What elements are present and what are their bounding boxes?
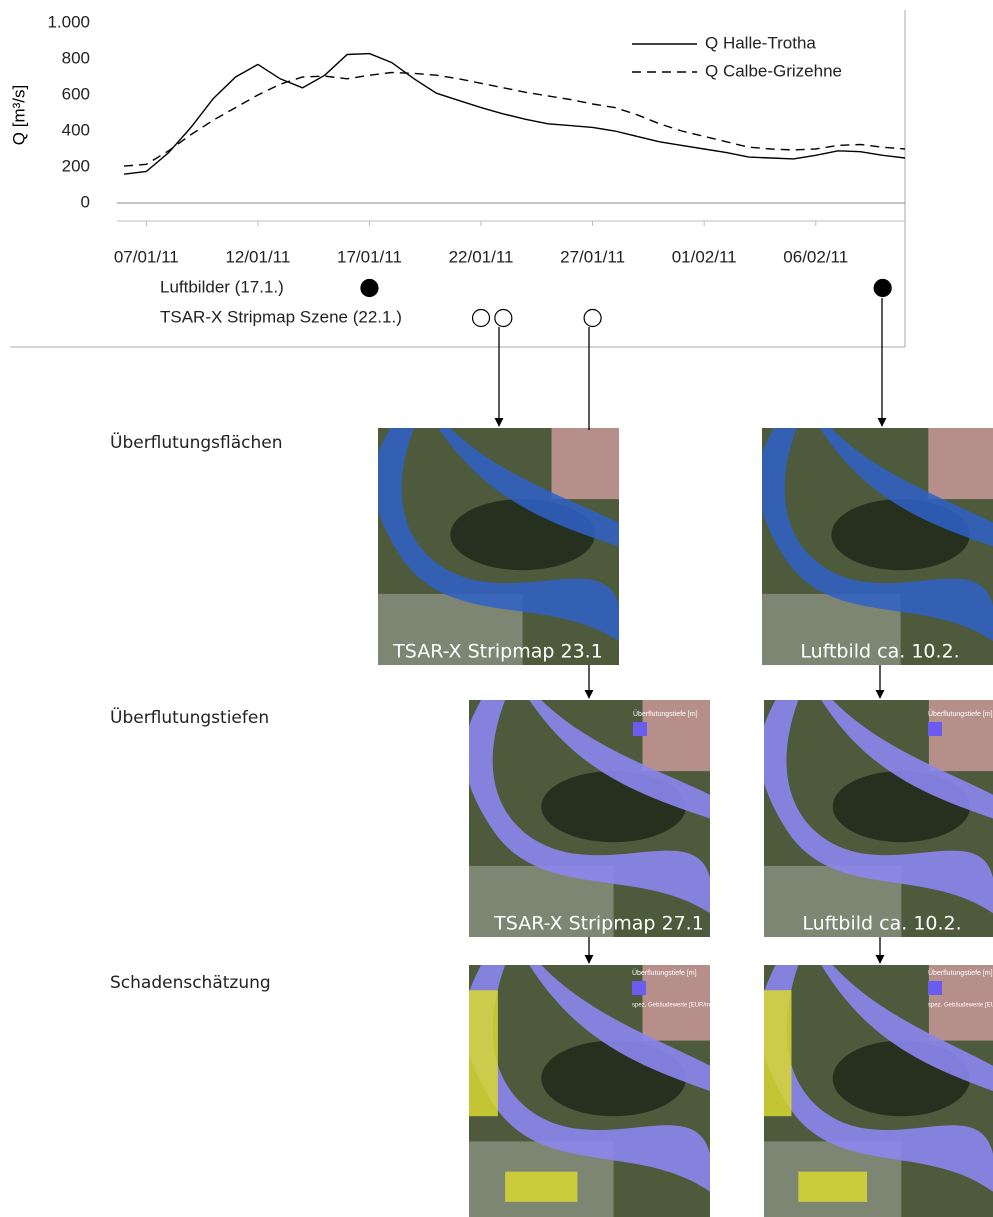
x-tick-label: 17/01/11 [337, 247, 402, 266]
map-image: TSAR-X Stripmap 27.1 Überflutungstiefe [m… [464, 700, 715, 937]
map-damage [798, 1172, 867, 1202]
map-legend-swatch [633, 722, 647, 736]
map-image: Überflutungstiefe [m] spez. Gebäudewerte … [760, 965, 993, 1217]
row-label: Überflutungsflächen [110, 431, 283, 453]
y-tick-label: 800 [62, 48, 90, 67]
map-damage [764, 990, 791, 1116]
event-label: TSAR-X Stripmap Szene (22.1.) [160, 307, 402, 326]
map-field [928, 428, 993, 499]
x-tick-label: 07/01/11 [114, 247, 179, 266]
map-damage [505, 1172, 577, 1202]
x-tick-label: 22/01/11 [449, 247, 514, 266]
row-label: Überflutungstiefen [110, 706, 269, 728]
page: Q [m³/s] Überflutungsflächen Überflutung… [0, 0, 993, 1217]
map-image: Luftbild ca. 10.2. Überflutungstiefe [m] [760, 700, 993, 937]
map-legend-swatch [928, 981, 942, 995]
legend-label: Q Calbe-Grizehne [705, 61, 842, 80]
event-marker [584, 310, 601, 327]
map-image: Luftbild ca. 10.2. [757, 428, 993, 665]
y-tick-label: 400 [62, 120, 90, 139]
event-marker [473, 310, 490, 327]
map-image: Überflutungstiefe [m] spez. Gebäudewerte … [464, 965, 715, 1217]
data-line [124, 73, 905, 167]
x-tick-label: 27/01/11 [560, 247, 625, 266]
event-marker [874, 280, 891, 297]
map-caption: TSAR-X Stripmap 23.1 [392, 641, 603, 663]
y-tick-label: 0 [81, 192, 90, 211]
y-tick-label: 1.000 [47, 12, 90, 31]
legend-label: Q Halle-Trotha [705, 33, 816, 52]
map-legend-title: spez. Gebäudewerte [EUR/m²] [928, 1003, 993, 1009]
map-legend-title: Überflutungstiefe [m] [928, 710, 993, 718]
map-caption: Luftbild ca. 10.2. [800, 641, 959, 663]
map-legend-title: Überflutungstiefe [m] [633, 710, 698, 718]
map-field [552, 428, 624, 499]
y-tick-label: 600 [62, 84, 90, 103]
map-caption: TSAR-X Stripmap 27.1 [493, 913, 704, 935]
figure: Q [m³/s] Überflutungsflächen Überflutung… [0, 0, 993, 1217]
map-image: TSAR-X Stripmap 23.1 [373, 428, 624, 665]
map-caption: Luftbild ca. 10.2. [802, 913, 961, 935]
y-tick-label: 200 [62, 156, 90, 175]
map-legend-swatch [632, 981, 646, 995]
x-tick-label: 12/01/11 [225, 247, 290, 266]
row-label: Schadenschätzung [110, 973, 271, 993]
event-label: Luftbilder (17.1.) [160, 277, 284, 296]
x-tick-label: 06/02/11 [783, 247, 848, 266]
x-tick-label: 01/02/11 [672, 247, 737, 266]
y-axis-label: Q [m³/s] [9, 85, 28, 145]
map-legend-title: Überflutungstiefe [m] [632, 969, 697, 977]
event-marker [361, 280, 378, 297]
map-damage [469, 990, 498, 1116]
map-legend-title: spez. Gebäudewerte [EUR/m²] [632, 1003, 714, 1009]
map-legend-swatch [928, 722, 942, 736]
event-marker [495, 310, 512, 327]
map-legend-title: Überflutungstiefe [m] [928, 969, 993, 977]
